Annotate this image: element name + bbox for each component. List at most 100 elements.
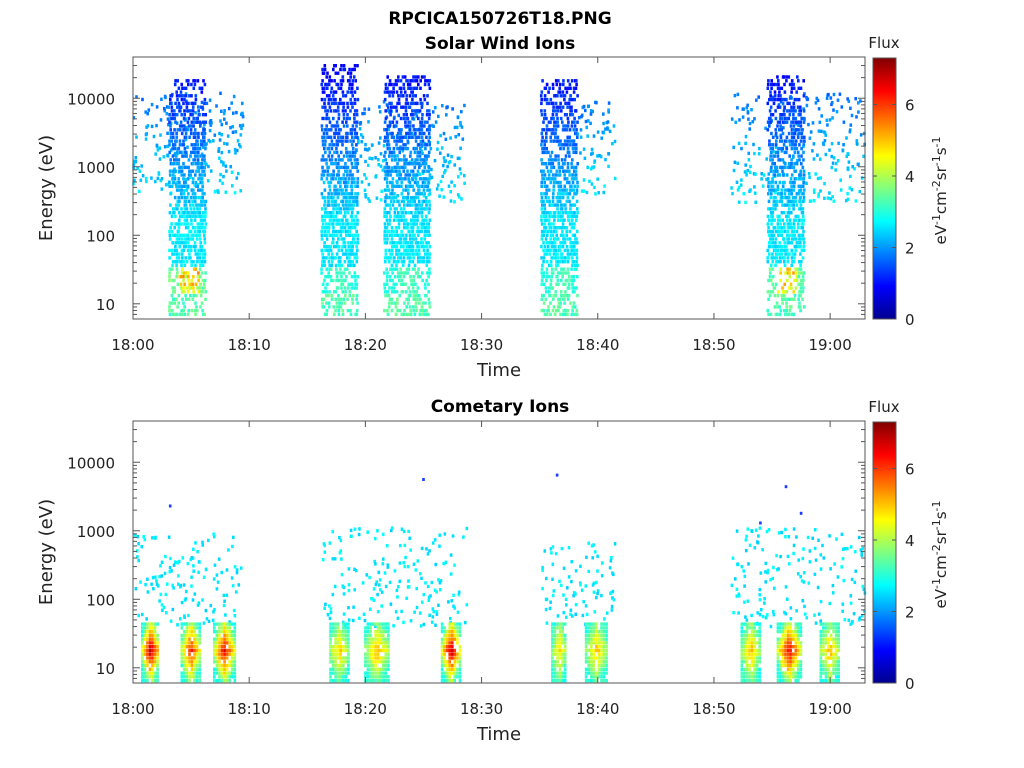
heatmap-cell [787, 237, 791, 241]
heatmap-cell [797, 154, 800, 158]
heatmap-cell [802, 278, 805, 283]
heatmap-cell [563, 301, 566, 305]
heatmap-cell [855, 139, 859, 143]
heatmap-cell [427, 584, 430, 589]
heatmap-cell [545, 139, 548, 143]
heatmap-cell [556, 94, 559, 98]
heatmap-cell [761, 614, 765, 619]
heatmap-cell [596, 177, 599, 181]
heatmap-cell [174, 222, 177, 226]
heatmap-cell [405, 244, 409, 249]
heatmap-cell [832, 156, 836, 160]
heatmap-cell [180, 248, 184, 253]
heatmap-cell [202, 79, 205, 83]
heatmap-cell [610, 608, 614, 612]
heatmap-cell [400, 158, 403, 162]
heatmap-cell [564, 290, 567, 294]
heatmap-cell [371, 157, 374, 161]
colorbar-tick-label: 6 [905, 96, 915, 114]
heatmap-cell [555, 82, 559, 87]
heatmap-cell [386, 75, 389, 79]
heatmap-cell [353, 241, 357, 245]
heatmap-cell [755, 98, 758, 102]
heatmap-cell [783, 203, 787, 207]
heatmap-cell [146, 124, 150, 128]
heatmap-cell [200, 203, 204, 207]
heatmap-cell [600, 593, 603, 598]
heatmap-cell [787, 214, 790, 219]
heatmap-cell [843, 547, 847, 551]
heatmap-cell [396, 301, 399, 305]
heatmap-cell [400, 139, 404, 143]
heatmap-cell [575, 286, 578, 290]
heatmap-cell [793, 233, 796, 237]
heatmap-cell [180, 622, 184, 626]
heatmap-cell [423, 308, 426, 313]
heatmap-cell [556, 116, 559, 121]
heatmap-cell [774, 282, 778, 286]
heatmap-cell [767, 184, 770, 188]
heatmap-cell [189, 229, 193, 234]
heatmap-cell [561, 128, 565, 132]
heatmap-cell [323, 312, 327, 317]
heatmap-cell [402, 561, 405, 565]
heatmap-cell [785, 146, 789, 151]
heatmap-cell [801, 214, 805, 219]
heatmap-cell [442, 561, 445, 566]
heatmap-cell [340, 572, 344, 577]
heatmap-cell [575, 248, 579, 253]
heatmap-cell [220, 570, 223, 575]
heatmap-cell [389, 241, 392, 245]
heatmap-cell [332, 162, 335, 166]
heatmap-cell [766, 260, 770, 264]
heatmap-cell [342, 207, 346, 211]
heatmap-cell [542, 308, 546, 313]
heatmap-cell [549, 169, 553, 173]
heatmap-cell [178, 211, 181, 215]
heatmap-cell [743, 574, 747, 578]
heatmap-cell [814, 172, 817, 176]
heatmap-cell [460, 197, 463, 201]
heatmap-cell [176, 271, 179, 275]
heatmap-cell [333, 131, 336, 136]
heatmap-cell [426, 169, 429, 173]
heatmap-cell [816, 153, 819, 157]
heatmap-cell [402, 244, 405, 249]
heatmap-cell [402, 86, 406, 90]
heatmap-cell [392, 86, 395, 90]
heatmap-cell [390, 105, 393, 109]
heatmap-cell [800, 146, 803, 151]
heatmap-cell [543, 150, 547, 155]
heatmap-cell [386, 188, 389, 192]
heatmap-cell [347, 583, 351, 587]
heatmap-cell [826, 196, 830, 200]
heatmap-cell [422, 188, 426, 192]
heatmap-cell [201, 184, 204, 188]
heatmap-cell [160, 560, 164, 564]
heatmap-cell [557, 109, 560, 113]
heatmap-cell [425, 233, 429, 237]
heatmap-cell [409, 619, 413, 623]
colorbar-gradient [872, 57, 897, 320]
heatmap-cell [180, 131, 184, 136]
heatmap-cell [393, 267, 396, 271]
heatmap-cell [805, 616, 808, 620]
heatmap-cell [787, 312, 791, 317]
heatmap-cell [790, 229, 794, 234]
heatmap-cell [805, 103, 809, 108]
heatmap-cell [745, 106, 749, 110]
heatmap-cell [212, 139, 215, 143]
heatmap-cell [846, 197, 850, 201]
heatmap-cell [753, 151, 756, 156]
heatmap-cell [191, 199, 194, 204]
heatmap-cell [343, 260, 347, 264]
heatmap-cell [792, 165, 796, 170]
heatmap-cell [776, 169, 779, 173]
heatmap-cell [193, 241, 197, 245]
heatmap-cell [189, 282, 193, 286]
heatmap-cell [194, 143, 197, 147]
heatmap-cell [570, 248, 573, 253]
heatmap-cell [817, 194, 820, 199]
heatmap-cell [788, 252, 791, 256]
heatmap-cell [798, 271, 801, 275]
